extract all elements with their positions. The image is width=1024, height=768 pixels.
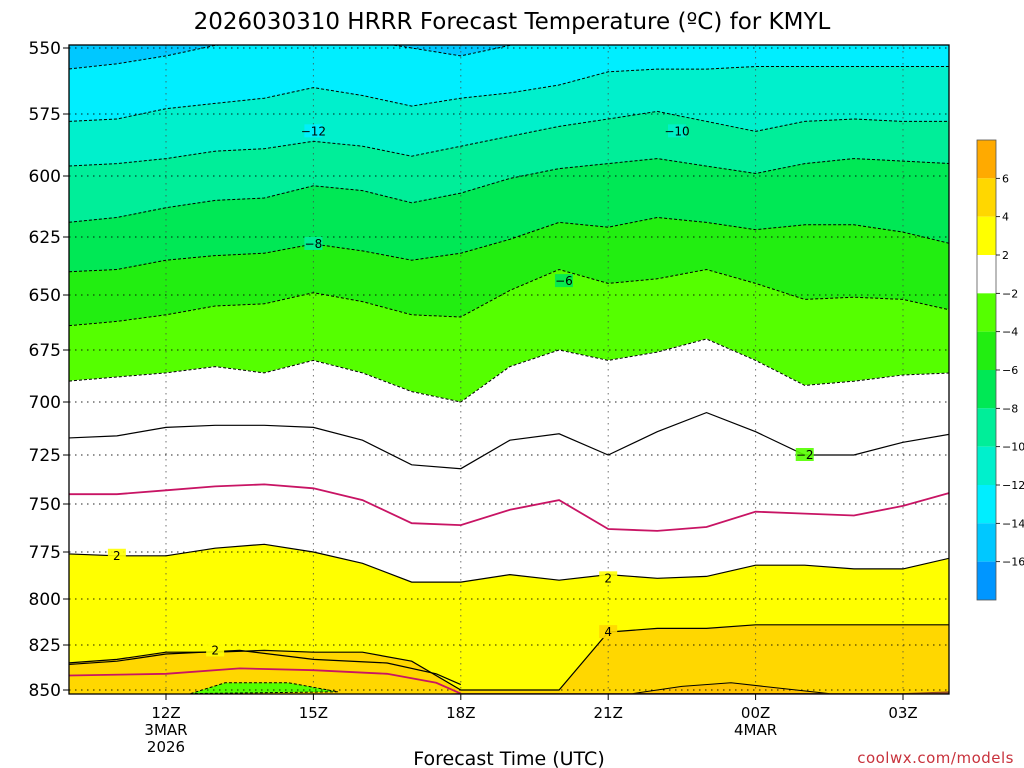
colorbar-label: 6	[1002, 172, 1009, 185]
isotherm-0	[69, 411, 949, 470]
isotherm-minus4	[69, 268, 949, 327]
contour-label-bg	[599, 625, 618, 639]
isotherm-minus2	[69, 338, 949, 403]
warm-pockets	[190, 682, 830, 694]
y-tick-label: 725	[29, 446, 61, 466]
isotherm-minus8	[69, 158, 949, 223]
y-tick-label: 750	[29, 495, 61, 515]
isotherm-minus10	[69, 110, 949, 167]
y-axis: 550 575 600 625 650 675 700 725 750 775 800 825 850	[29, 39, 69, 701]
colorbar-bin	[977, 485, 996, 524]
colorbar-bin	[977, 523, 996, 562]
x-tick-date: 3MAR	[144, 721, 187, 739]
colorbar-bin	[977, 255, 996, 294]
contour-label: 2	[604, 571, 612, 585]
colorbar-label: −4	[1002, 326, 1018, 339]
colorbar-label: −10	[1002, 441, 1024, 454]
colorbar-label: −16	[1002, 556, 1024, 569]
colorbar-label: 2	[1002, 249, 1009, 262]
cold-pocket-near-surface	[190, 682, 339, 694]
x-tick-label: 18Z	[446, 704, 475, 722]
y-tick-label: 800	[29, 590, 61, 610]
y-tick-label: 825	[29, 636, 61, 656]
x-tick-label: 12Z	[151, 704, 180, 722]
x-tick-year: 2026	[147, 738, 185, 756]
y-tick-label: 625	[29, 228, 61, 248]
x-axis-label: Forecast Time (UTC)	[413, 748, 604, 768]
contour-label-bg	[599, 571, 618, 585]
isotherm-contours	[69, 45, 949, 694]
y-tick-label: 550	[29, 39, 61, 59]
colorbar-bin	[977, 370, 996, 409]
colorbar-bin	[977, 561, 996, 600]
y-tick-label: 575	[29, 105, 61, 125]
colorbar-legend: 6 4 2 −2 −4 −6 −8 −10 −12 −14 −16	[976, 139, 1024, 601]
contour-label-bg	[206, 643, 225, 657]
y-tick-label: 775	[29, 543, 61, 563]
contour-label: −10	[664, 124, 689, 138]
contour-labels: −12 −10 −8 −6 −2 2 2 2 4	[107, 124, 814, 657]
isotherm-4	[69, 624, 949, 691]
colorbar-bin	[977, 140, 996, 179]
contour-label-bg	[667, 124, 686, 138]
freezing-line-surface	[69, 667, 462, 694]
contour-label: 2	[113, 549, 121, 563]
x-tick-label: 15Z	[299, 704, 328, 722]
colorbar-label: 4	[1002, 211, 1009, 224]
isotherm-2	[69, 543, 949, 583]
y-tick-label: 675	[29, 341, 61, 361]
contour-label-bg	[304, 124, 323, 138]
y-tick-label: 700	[29, 393, 61, 413]
colorbar-label: −2	[1002, 287, 1018, 300]
isotherm-minus12	[69, 66, 949, 122]
y-tick-label: 650	[29, 286, 61, 306]
contour-label: 2	[211, 643, 219, 657]
plot-area: −12 −10 −8 −6 −2 2 2 2 4	[69, 45, 949, 694]
contour-label-bg	[107, 548, 126, 562]
contour-label-bg	[554, 274, 573, 288]
colorbar-label: −8	[1002, 402, 1018, 415]
x-tick-label: 00Z	[741, 704, 770, 722]
y-tick-label: 850	[29, 681, 61, 701]
chart-title: 2026030310 HRRR Forecast Temperature (ºC…	[194, 9, 831, 35]
colorbar-bin	[977, 446, 996, 485]
colorbar-label: −12	[1002, 479, 1024, 492]
colorbar-bin	[977, 331, 996, 370]
contour-label: −8	[305, 237, 323, 251]
colorbar-bin	[977, 216, 996, 255]
credit-text: coolwx.com/models	[857, 749, 1014, 767]
y-tick-label: 600	[29, 167, 61, 187]
x-tick-label: 03Z	[888, 704, 917, 722]
contour-label-bg	[795, 448, 814, 461]
isotherm-minus6	[69, 216, 949, 273]
colorbar-bin	[977, 178, 996, 217]
colorbar-bin	[977, 408, 996, 447]
plot-frame	[68, 44, 950, 695]
x-tick-date: 4MAR	[734, 721, 777, 739]
contour-label-bg	[304, 236, 323, 250]
colorbar-label: −6	[1002, 364, 1018, 377]
colorbar-label: −14	[1002, 517, 1024, 530]
freezing-line	[69, 483, 949, 532]
isotherm-2-lower	[69, 649, 462, 686]
x-tick-label: 21Z	[594, 704, 623, 722]
contour-label: −6	[555, 274, 573, 288]
contour-label: −2	[796, 448, 814, 462]
contour-label: 4	[604, 625, 612, 639]
temperature-fills	[69, 45, 949, 694]
contour-label: −12	[301, 124, 326, 138]
colorbar-bin	[977, 293, 996, 332]
